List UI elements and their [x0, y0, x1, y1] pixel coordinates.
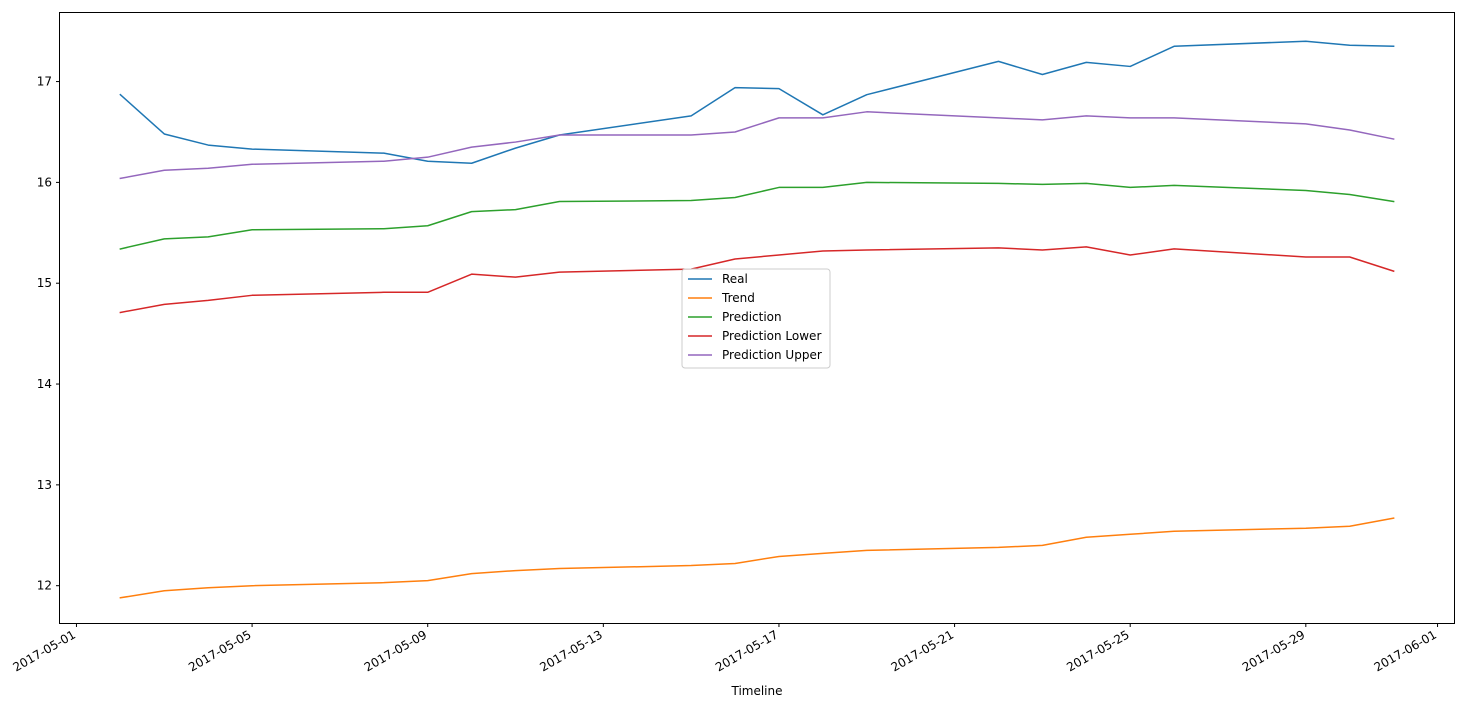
x-tick-label: 2017-05-05	[186, 627, 253, 674]
legend-items: Real Trend Prediction Prediction Lower Predi…	[688, 272, 822, 362]
legend-label: Prediction	[722, 310, 782, 324]
legend-label: Trend	[721, 291, 755, 305]
x-tick-label: 2017-05-17	[713, 627, 780, 674]
series-layer	[119, 40, 1395, 599]
x-axis-label: Timeline	[730, 684, 782, 698]
series-line-prediction-lower	[119, 246, 1395, 314]
x-tick-label: 2017-05-25	[1064, 627, 1131, 674]
y-tick-label: 14	[37, 377, 52, 391]
series-line-prediction-upper	[119, 111, 1395, 180]
x-tick-label: 2017-06-01	[1372, 627, 1439, 674]
legend-label: Real	[722, 272, 748, 286]
series-line-real	[119, 40, 1395, 164]
legend: Real Trend Prediction Prediction Lower Predi…	[681, 268, 831, 369]
series-line-trend	[119, 517, 1395, 599]
x-tick-label: 2017-05-21	[889, 627, 956, 674]
x-axis: 2017-05-01 2017-05-05 2017-05-09 2017-05-13…	[11, 623, 1439, 674]
legend-label: Prediction Upper	[722, 348, 822, 362]
legend-box	[681, 268, 831, 369]
y-tick-label: 15	[37, 276, 52, 290]
x-tick-label: 2017-05-01	[11, 627, 78, 674]
series-line-prediction	[119, 181, 1395, 250]
legend-label: Prediction Lower	[722, 329, 821, 343]
y-axis: 12 13 14 15 16 17	[37, 75, 60, 593]
x-tick-label: 2017-05-09	[362, 627, 429, 674]
x-tick-label: 2017-05-13	[537, 627, 604, 674]
y-tick-label: 13	[37, 478, 52, 492]
x-tick-label: 2017-05-29	[1240, 627, 1307, 674]
y-tick-label: 17	[37, 75, 52, 89]
y-tick-label: 12	[37, 579, 52, 593]
y-tick-label: 16	[37, 175, 52, 189]
